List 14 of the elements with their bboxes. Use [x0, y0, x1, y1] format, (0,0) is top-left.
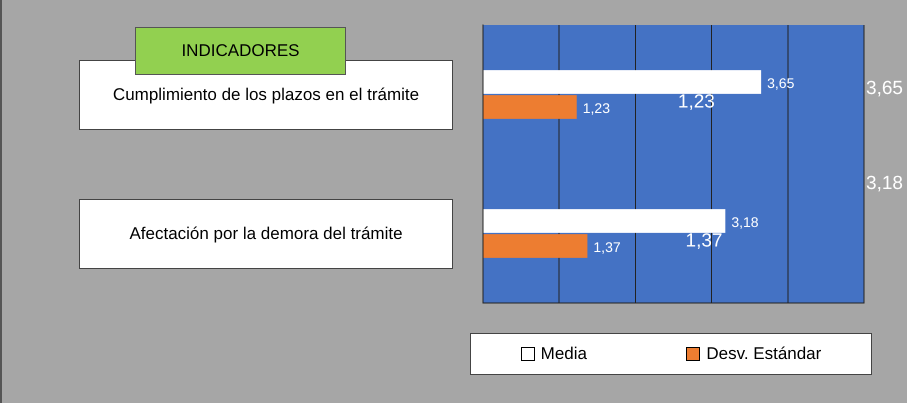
- bar: [484, 70, 762, 94]
- text: 3,18: [866, 173, 903, 194]
- bar: [484, 95, 577, 119]
- text: 3,65: [866, 78, 903, 100]
- legend-label: Desv. Estándar: [706, 344, 822, 364]
- bar: [484, 209, 726, 233]
- y-tick-label: Afectación por la demora del trámite: [79, 198, 453, 268]
- bar: [484, 234, 588, 258]
- legend-label: Media: [540, 344, 587, 364]
- data-label: 1,23: [582, 100, 610, 116]
- y-tick-label: Cumplimiento de los plazos en el trámite: [79, 60, 453, 130]
- data-label: 3,18: [731, 214, 759, 230]
- data-label: 1,37: [593, 238, 621, 255]
- y-axis-title: INDICADORES: [135, 27, 346, 75]
